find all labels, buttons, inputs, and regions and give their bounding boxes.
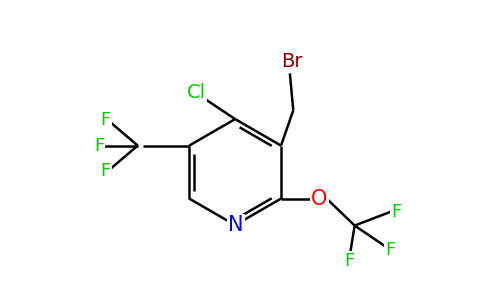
Text: Br: Br bbox=[282, 52, 303, 71]
Text: O: O bbox=[311, 189, 328, 208]
Text: F: F bbox=[101, 162, 111, 180]
Text: N: N bbox=[228, 215, 244, 235]
Text: F: F bbox=[391, 203, 402, 221]
Text: F: F bbox=[101, 111, 111, 129]
Text: F: F bbox=[385, 241, 395, 259]
Text: F: F bbox=[94, 136, 105, 154]
Text: Cl: Cl bbox=[187, 82, 206, 102]
Text: F: F bbox=[345, 252, 355, 270]
